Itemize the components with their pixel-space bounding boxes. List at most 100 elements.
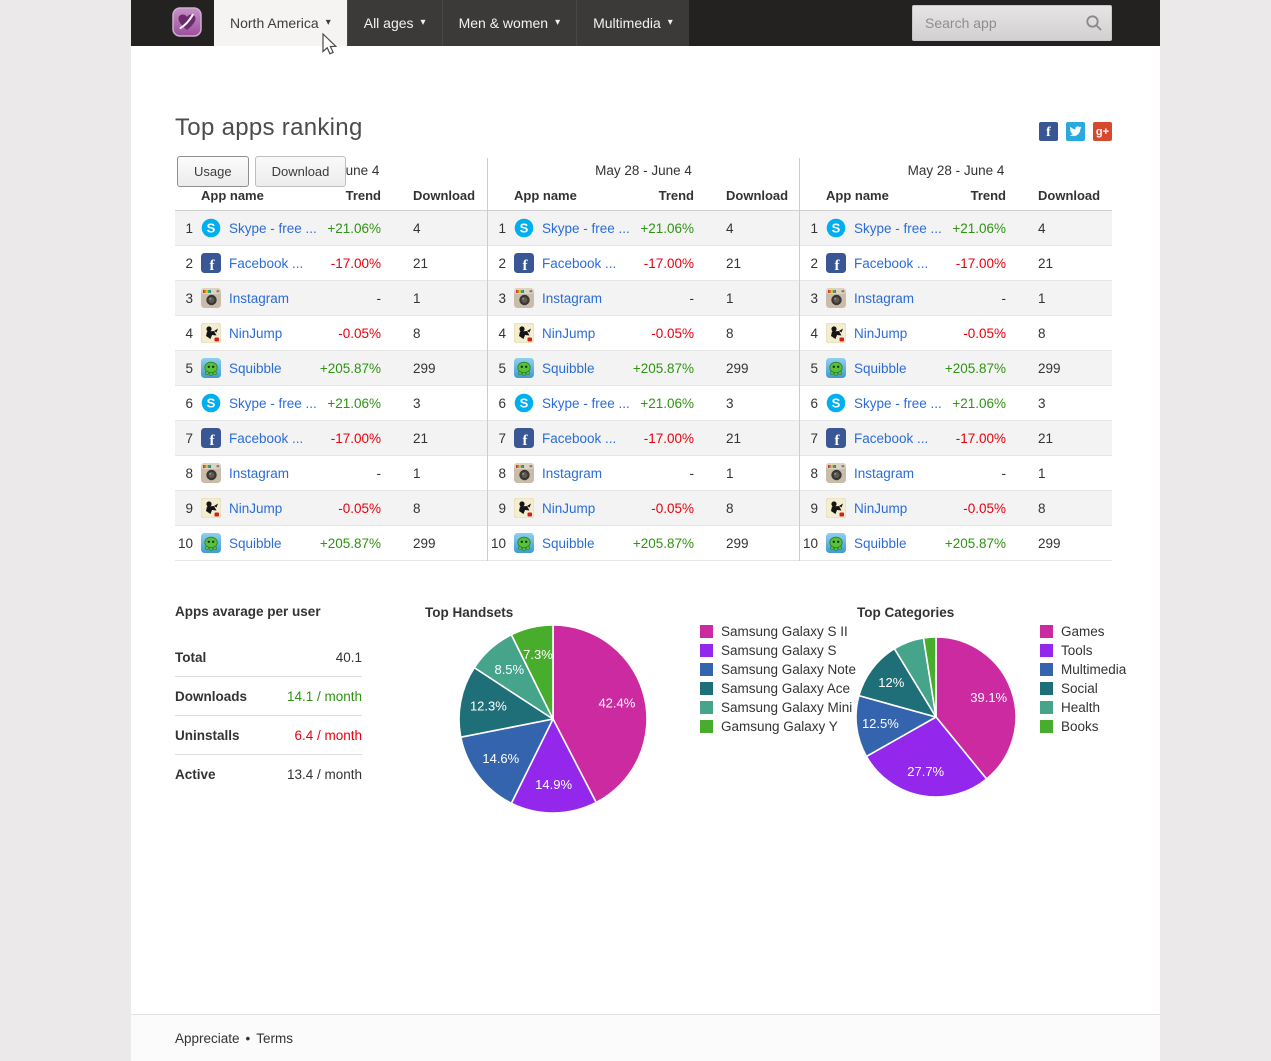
download-count: 299 — [1038, 360, 1061, 376]
tab-download[interactable]: Download — [254, 156, 347, 187]
app-name-link[interactable]: Skype - free ... — [542, 220, 630, 236]
table-row: 7 f Facebook ... -17.00% 21 — [175, 421, 487, 456]
rank-number: 2 — [498, 255, 506, 271]
download-count: 4 — [726, 220, 734, 236]
app-name-link[interactable]: NinJump — [542, 325, 596, 341]
rank-number: 9 — [498, 500, 506, 516]
trend-value: - — [1001, 465, 1007, 481]
app-name-link[interactable]: Facebook ... — [854, 255, 929, 271]
pie-slice-social — [858, 647, 937, 718]
facebook-share-icon[interactable]: f — [1039, 122, 1058, 141]
app-name-link[interactable]: NinJump — [229, 500, 283, 516]
app-name-link[interactable]: NinJump — [854, 325, 908, 341]
legend-swatch — [1040, 625, 1053, 638]
googleplus-share-icon[interactable]: g+ — [1093, 122, 1112, 141]
app-name-link[interactable]: Facebook ... — [854, 430, 929, 446]
app-name-link[interactable]: Squibble — [542, 360, 595, 376]
app-name-link[interactable]: Instagram — [542, 290, 603, 306]
app-name-link[interactable]: Squibble — [229, 360, 282, 376]
app-name-link[interactable]: Squibble — [854, 360, 907, 376]
app-name-link[interactable]: Instagram — [229, 290, 290, 306]
heart-app-logo-icon[interactable] — [172, 7, 202, 37]
legend-item-samsung-galaxy-s: Samsung Galaxy S — [700, 641, 856, 660]
app-name-link[interactable]: NinJump — [854, 500, 908, 516]
app-name-link[interactable]: Skype - free ... — [229, 220, 317, 236]
app-name-link[interactable]: Facebook ... — [229, 255, 304, 271]
app-name-link[interactable]: Squibble — [229, 535, 282, 551]
rank-number: 6 — [810, 395, 818, 411]
appreciate-link[interactable]: Appreciate — [175, 1030, 240, 1046]
table-rows: 1 S Skype - free ... +21.06% 4 2 f Facebook ...… — [175, 210, 487, 561]
download-count: 3 — [1038, 395, 1046, 411]
search-input[interactable] — [912, 5, 1112, 41]
app-name-link[interactable]: Instagram — [229, 465, 290, 481]
trend-value: +21.06% — [327, 220, 381, 236]
legend-swatch — [700, 701, 713, 714]
col-header-trend: Trend — [658, 187, 694, 203]
ranking-table-3: May 28 - June 4 App name Trend Download 1 S Sk… — [799, 158, 1160, 561]
app-name-link[interactable]: Skype - free ... — [542, 395, 630, 411]
table-row: 6 S Skype - free ... +21.06% 3 — [800, 386, 1112, 421]
legend-swatch — [700, 682, 713, 695]
download-count: 1 — [726, 465, 734, 481]
chevron-down-icon: ▾ — [325, 17, 331, 28]
nav-dropdown-label: Men & women — [458, 15, 549, 31]
instagram-app-icon — [201, 288, 221, 308]
download-count: 21 — [1038, 255, 1054, 271]
ranking-mode-tabs: Usage Download — [177, 156, 347, 187]
pie-slice-multimedia — [855, 694, 937, 758]
app-name-link[interactable]: Squibble — [854, 535, 907, 551]
skype-app-icon: S — [826, 218, 846, 238]
legend-swatch — [1040, 701, 1053, 714]
table-row: 3 Instagram - 1 — [175, 281, 487, 316]
nav-dropdown-all-ages[interactable]: All ages ▾ — [346, 0, 442, 46]
ranking-table-2: May 28 - June 4 App name Trend Download 1 S Sk… — [487, 158, 799, 561]
app-name-link[interactable]: Squibble — [542, 535, 595, 551]
rank-number: 4 — [498, 325, 506, 341]
pie-slice-gamsung-galaxy-y — [510, 624, 554, 720]
legend-label: Books — [1061, 719, 1099, 734]
pie-slice-label: 42.4% — [598, 695, 635, 710]
stats-value: 6.4 / month — [294, 728, 362, 743]
table-row: 10 Squibble +205.87% 299 — [488, 526, 799, 561]
app-name-link[interactable]: NinJump — [542, 500, 596, 516]
instagram-app-icon — [514, 288, 534, 308]
app-name-link[interactable]: Skype - free ... — [854, 220, 942, 236]
app-name-link[interactable]: NinJump — [229, 325, 283, 341]
nav-dropdown-north-america[interactable]: North America ▾ — [214, 0, 347, 46]
nav-menu: North America ▾ All ages ▾ Men & women ▾ Multi… — [214, 0, 689, 46]
app-name-link[interactable]: Skype - free ... — [854, 395, 942, 411]
app-name-link[interactable]: Skype - free ... — [229, 395, 317, 411]
legend-swatch — [700, 663, 713, 676]
stats-value: 13.4 / month — [286, 767, 362, 782]
nav-dropdown-men-women[interactable]: Men & women ▾ — [441, 0, 577, 46]
chevron-down-icon: ▾ — [667, 17, 673, 28]
app-name-link[interactable]: Facebook ... — [542, 430, 617, 446]
legend-swatch — [1040, 644, 1053, 657]
app-name-link[interactable]: Instagram — [854, 465, 915, 481]
rank-number: 7 — [498, 430, 506, 446]
nav-dropdown-multimedia[interactable]: Multimedia ▾ — [576, 0, 689, 46]
rank-number: 1 — [498, 220, 506, 236]
nav-dropdown-label: North America — [230, 15, 319, 31]
trend-value: -17.00% — [955, 255, 1006, 271]
apps-average-rows: Total 40.1 Downloads 14.1 / month Uninstalls… — [175, 638, 362, 793]
app-name-link[interactable]: Facebook ... — [229, 430, 304, 446]
download-count: 1 — [413, 465, 421, 481]
app-name-link[interactable]: Instagram — [542, 465, 603, 481]
rank-number: 2 — [810, 255, 818, 271]
terms-link[interactable]: Terms — [256, 1030, 294, 1046]
search-icon[interactable] — [1085, 14, 1103, 32]
table-row: 9 NinJump -0.05% 8 — [488, 491, 799, 526]
tab-usage[interactable]: Usage — [177, 156, 249, 187]
download-count: 21 — [413, 255, 429, 271]
legend-item-games: Games — [1040, 622, 1126, 641]
legend-label: Games — [1061, 624, 1105, 639]
app-name-link[interactable]: Facebook ... — [542, 255, 617, 271]
trend-value: +21.06% — [952, 220, 1006, 236]
legend-label: Samsung Galaxy Note — [721, 662, 857, 677]
twitter-share-icon[interactable] — [1066, 122, 1085, 141]
download-count: 299 — [726, 535, 749, 551]
period-label: May 28 - June 4 — [595, 163, 692, 178]
app-name-link[interactable]: Instagram — [854, 290, 915, 306]
